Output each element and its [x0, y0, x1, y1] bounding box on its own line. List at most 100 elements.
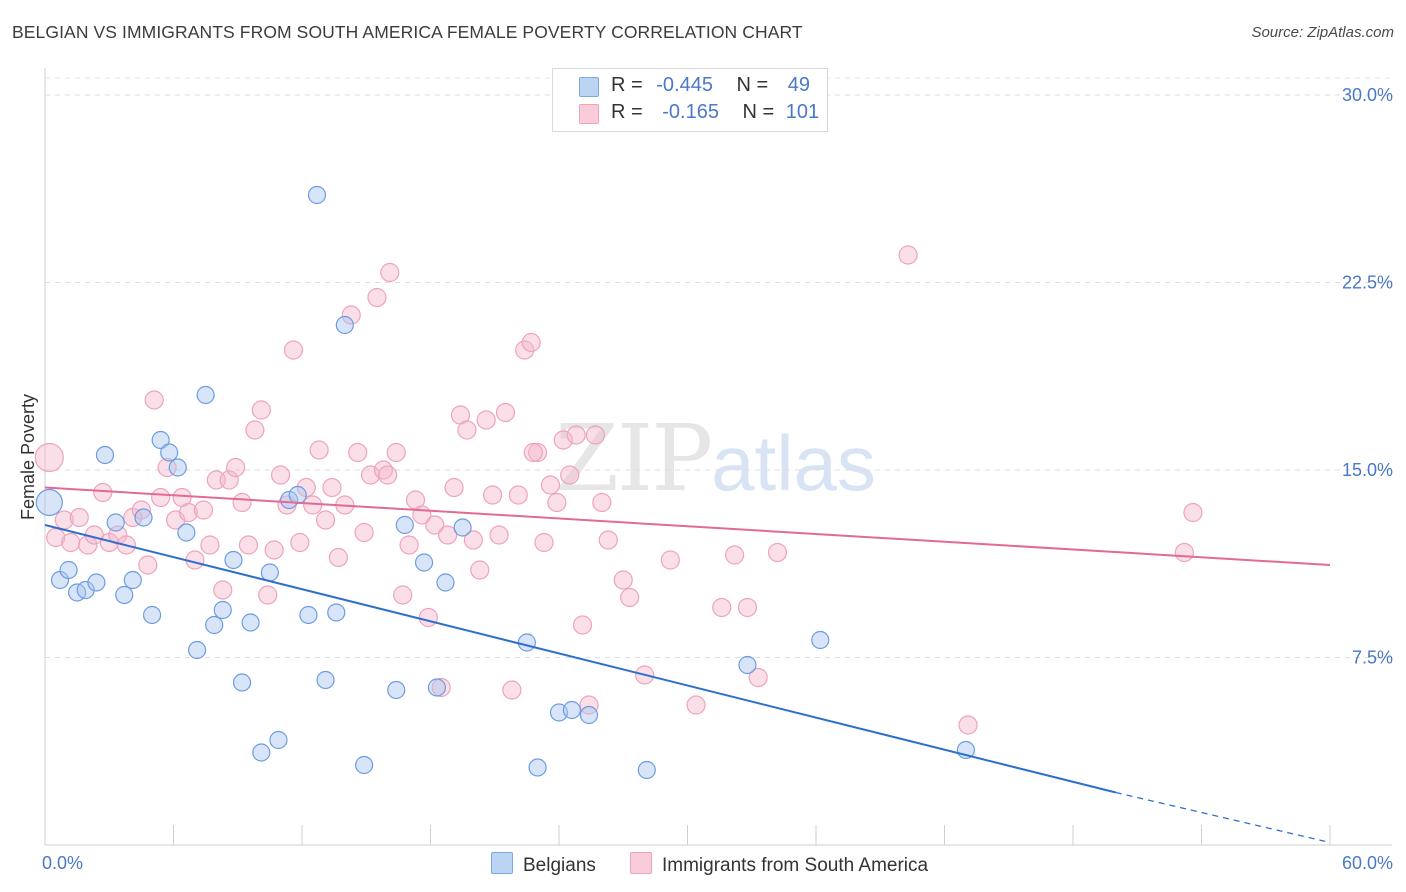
immigrants-point: [686, 695, 706, 715]
belgians-point: [142, 605, 162, 625]
legend-n-label: N =: [742, 101, 775, 123]
immigrants-point: [898, 245, 918, 265]
belgians-point: [738, 655, 757, 675]
grid-lines: [45, 77, 1392, 658]
legend-swatch-blue: [579, 77, 599, 97]
immigrants-point: [592, 492, 612, 513]
immigrants-point: [508, 485, 528, 505]
belgians-point: [517, 633, 536, 652]
belgians-point: [528, 758, 547, 777]
watermark: ZIPatlas: [555, 405, 876, 512]
belgians-point: [35, 488, 63, 517]
belgians-point: [395, 515, 414, 535]
immigrants-point: [748, 667, 768, 688]
y-tick-label: 15.0%: [1342, 460, 1393, 480]
immigrants-point: [767, 542, 788, 563]
immigrants-point: [138, 555, 158, 575]
belgians-point: [123, 570, 142, 590]
y-tick-label: 22.5%: [1342, 273, 1393, 293]
immigrants-point: [200, 535, 220, 555]
immigrants-point: [380, 262, 400, 283]
belgians-point: [579, 705, 599, 725]
immigrants-point: [598, 530, 618, 550]
immigrants-point: [1183, 502, 1203, 523]
belgians-point: [260, 563, 279, 582]
belgians-point: [160, 443, 179, 462]
legend-item-belgians: Belgians: [491, 852, 596, 877]
belgians-point: [177, 523, 196, 542]
legend-r-label: R =: [611, 101, 643, 123]
immigrants-point: [521, 332, 541, 353]
belgians-point: [224, 550, 243, 570]
immigrants-point: [341, 305, 361, 325]
y-tick-label: 30.0%: [1342, 85, 1393, 105]
belgians-trend-line: [44, 524, 1117, 794]
immigrants-swatch: [630, 852, 652, 874]
chart-title: BELGIAN VS IMMIGRANTS FROM SOUTH AMERICA…: [12, 22, 803, 42]
immigrants-point: [620, 587, 640, 608]
immigrants-point: [470, 560, 490, 580]
immigrants-point: [958, 715, 978, 735]
immigrants-point: [378, 465, 398, 485]
belgians-point: [316, 670, 335, 690]
belgians-point: [288, 485, 307, 505]
immigrants-point: [463, 530, 483, 550]
immigrants-point: [178, 502, 199, 523]
belgians-point: [213, 600, 232, 620]
belgians-point: [232, 673, 252, 692]
belgians-point: [269, 730, 288, 750]
belgians-point: [168, 458, 187, 477]
immigrants-point: [245, 420, 265, 440]
immigrants-point: [360, 465, 381, 485]
immigrants-point: [34, 442, 64, 473]
belgians-point: [299, 605, 318, 625]
immigrants-point: [579, 695, 599, 715]
legend-item-immigrants: Immigrants from South America: [630, 852, 928, 877]
y-tick-label: 7.5%: [1352, 648, 1393, 668]
immigrants-point: [527, 442, 548, 463]
legend-n-label: N =: [736, 74, 769, 96]
immigrants-trend-line: [44, 486, 1331, 566]
belgians-point: [196, 385, 215, 405]
immigrants-point: [348, 442, 368, 463]
immigrants-points: [34, 245, 1203, 735]
immigrants-point: [457, 420, 477, 440]
watermark-atlas: atlas: [711, 419, 876, 507]
immigrants-point: [515, 340, 535, 360]
immigrants-point: [444, 477, 464, 498]
immigrants-point: [1174, 542, 1194, 563]
belgians-point: [241, 613, 260, 632]
immigrants-point: [489, 525, 509, 545]
belgians-point: [436, 573, 455, 592]
immigrants-point: [560, 465, 580, 485]
immigrants-point: [737, 597, 758, 618]
immigrants-point: [213, 580, 233, 600]
axis-labels: 7.5% 15.0% 22.5% 30.0% 0.0% 60.0% Female Pover…: [18, 85, 1393, 873]
legend-r-value: -0.445: [656, 74, 713, 96]
immigrants-point: [322, 477, 342, 498]
immigrants-point: [61, 532, 81, 553]
immigrants-point: [354, 522, 374, 543]
belgians-trend-extension: [1115, 791, 1331, 844]
immigrants-label: Immigrants from South America: [662, 855, 929, 876]
belgians-point: [355, 755, 374, 775]
immigrants-point: [238, 535, 259, 555]
immigrants-point: [393, 585, 413, 605]
belgians-point: [95, 445, 115, 465]
immigrants-point: [431, 677, 451, 698]
belgians-point: [252, 743, 271, 762]
immigrants-point: [572, 615, 593, 635]
immigrants-point: [566, 425, 586, 445]
belgians-point: [453, 518, 472, 537]
immigrants-point: [613, 570, 633, 590]
belgians-point: [335, 315, 354, 335]
immigrants-point: [483, 485, 503, 505]
immigrants-point: [270, 465, 291, 485]
immigrants-point: [425, 515, 445, 535]
immigrants-point: [69, 507, 89, 528]
immigrants-point: [540, 475, 561, 495]
immigrants-point: [193, 500, 214, 520]
x-tick-label: 0.0%: [42, 853, 83, 873]
immigrants-point: [315, 510, 336, 530]
